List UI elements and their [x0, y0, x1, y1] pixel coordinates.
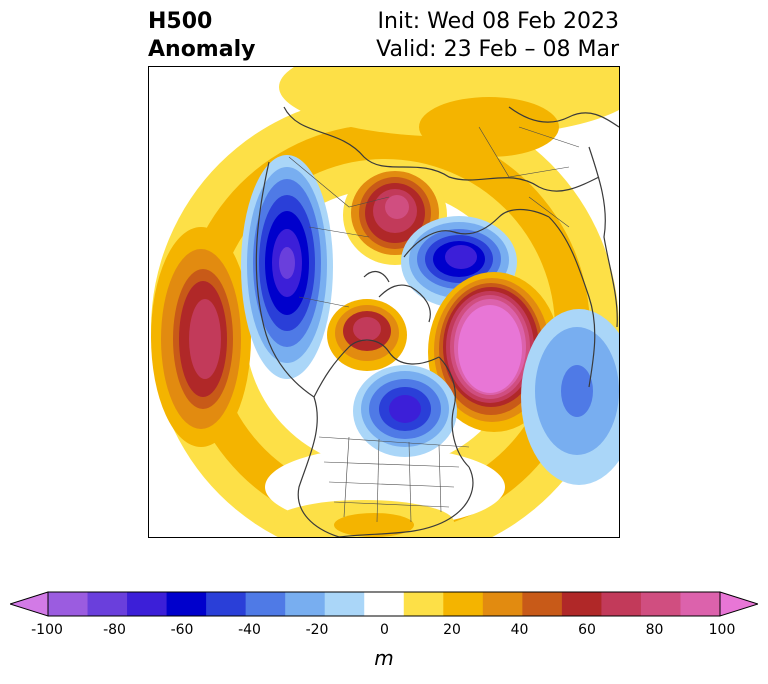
colorbar-segment — [403, 592, 444, 616]
colorbar-tick-label: -80 — [103, 622, 126, 638]
hudson-low — [353, 365, 457, 457]
colorbar-segment — [166, 592, 207, 616]
colorbar-segment — [522, 592, 563, 616]
colorbar-segment — [640, 592, 681, 616]
coastlines — [255, 106, 619, 537]
alaska-high — [327, 299, 407, 371]
title-line-2: Anomaly — [148, 37, 256, 62]
colorbar-segment — [680, 592, 721, 616]
anomaly-map-svg — [151, 67, 619, 537]
colorbar-segment — [364, 592, 405, 616]
colorbar-tick-label: 0 — [380, 622, 389, 638]
colorbar-tick-label: -40 — [238, 622, 261, 638]
colorbar-tick-label: 20 — [443, 622, 461, 638]
colorbar-tick-label: -100 — [31, 622, 63, 638]
colorbar-segment — [245, 592, 286, 616]
valid-range: Valid: 23 Feb – 08 Mar — [376, 37, 619, 62]
colorbar-segment — [48, 592, 89, 616]
atlantic-low — [521, 309, 619, 485]
colorbar-arrow-high — [719, 591, 758, 617]
anomaly-map[interactable] — [148, 66, 620, 538]
colorbar-segment — [601, 592, 642, 616]
colorbar-tick-label: 100 — [708, 622, 736, 638]
colorbar-ticks: -100 -80 -60 -40 -20 0 20 40 60 80 100 — [0, 622, 768, 644]
colorbar — [10, 591, 758, 617]
country-borders — [288, 126, 580, 523]
colorbar-segment — [324, 592, 365, 616]
colorbar-tick-label: -60 — [170, 622, 194, 638]
colorbar-arrow-low — [10, 591, 49, 617]
atlantic-high — [428, 272, 560, 432]
us-south-core — [334, 513, 414, 537]
colorbar-tick-label: 80 — [645, 622, 664, 638]
colorbar-tick-label: 60 — [578, 622, 596, 638]
forecast-info: Init: Wed 08 Feb 2023 Valid: 23 Feb – 08… — [376, 8, 619, 64]
colorbar-segment — [285, 592, 326, 616]
colorbar-segment — [206, 592, 247, 616]
colorbar-segment — [443, 592, 484, 616]
colorbar-outline — [47, 591, 721, 617]
colorbar-tick-label: -20 — [305, 622, 329, 638]
colorbar-unit-label: m — [374, 646, 394, 670]
map-title: H500 Anomaly — [148, 8, 255, 64]
arctic-orange — [419, 97, 559, 157]
title-line-1: H500 — [148, 9, 213, 34]
colorbar-segment — [87, 592, 128, 616]
pacific-high — [151, 227, 251, 447]
colorbar-segment — [561, 592, 602, 616]
colorbar-segment — [482, 592, 523, 616]
siberia-low — [241, 155, 333, 379]
europe-low — [401, 216, 517, 308]
colorbar-segment — [127, 592, 168, 616]
arctic-high — [343, 165, 447, 265]
colorbar-tick-label: 40 — [510, 622, 529, 638]
init-time: Init: Wed 08 Feb 2023 — [377, 9, 619, 34]
